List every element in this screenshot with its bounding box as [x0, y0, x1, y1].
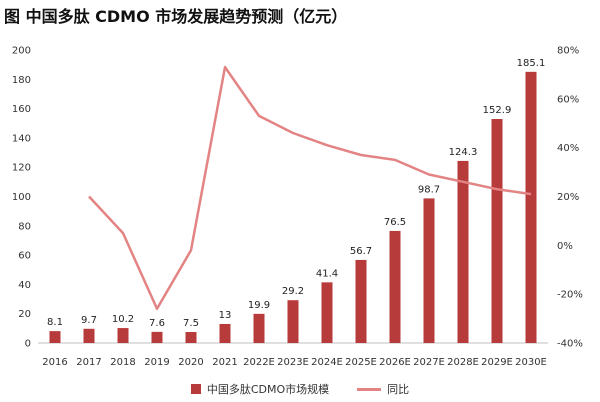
left-tick-label: 20 [18, 309, 31, 320]
right-tick-label: -20% [557, 290, 583, 301]
left-tick-label: 180 [12, 75, 31, 86]
bar-value-label: 56.7 [350, 246, 372, 257]
right-tick-label: 80% [557, 46, 579, 57]
bar-value-label: 185.1 [517, 58, 546, 69]
bar [151, 331, 163, 343]
x-tick-label: 2021 [212, 357, 237, 368]
left-tick-label: 160 [12, 104, 31, 115]
right-tick-label: -40% [557, 339, 583, 350]
bar-value-label: 13 [219, 310, 232, 321]
bar [117, 328, 129, 343]
left-tick-label: 200 [12, 46, 31, 57]
left-axis: 0 20 40 60 80 100 120 140 160 180 200 [12, 46, 31, 350]
x-tick-label: 2018 [110, 357, 135, 368]
right-tick-label: 20% [557, 192, 579, 203]
x-tick-label: 2030E [515, 357, 547, 368]
bar [321, 282, 333, 343]
x-tick-label: 2022E [243, 357, 275, 368]
bar [423, 198, 435, 343]
x-tick-label: 2026E [379, 357, 411, 368]
x-tick-label: 2025E [345, 357, 377, 368]
bar-value-label: 7.5 [183, 318, 199, 329]
bar [49, 331, 61, 343]
x-tick-label: 2029E [481, 357, 513, 368]
bars [49, 71, 537, 344]
bar [253, 313, 265, 343]
x-tick-label: 2023E [277, 357, 309, 368]
legend: 中国多肽CDMO市场规模 同比 [0, 380, 600, 398]
x-tick-label: 2028E [447, 357, 479, 368]
bar [355, 259, 367, 343]
legend-label-bar: 中国多肽CDMO市场规模 [206, 383, 330, 396]
x-tick-label: 2020 [178, 357, 203, 368]
legend-item-line: 同比 [357, 381, 409, 397]
bar-value-label: 9.7 [81, 315, 97, 326]
line-series [88, 65, 532, 311]
left-tick-label: 40 [18, 280, 31, 291]
bar [491, 119, 503, 344]
right-tick-label: 0% [557, 241, 573, 252]
bar-value-label: 152.9 [483, 105, 512, 116]
bar-value-label: 7.6 [149, 318, 165, 329]
bar-value-label: 8.1 [47, 317, 63, 328]
bar-value-label: 76.5 [384, 217, 406, 228]
bar-value-label: 10.2 [112, 314, 134, 325]
left-tick-label: 140 [12, 133, 31, 144]
legend-label-line: 同比 [387, 383, 410, 396]
left-tick-label: 100 [12, 192, 31, 203]
bar [83, 328, 95, 343]
left-tick-label: 80 [18, 221, 31, 232]
x-tick-label: 2024E [311, 357, 343, 368]
x-tick-label: 2017 [76, 357, 101, 368]
yoy-line [88, 65, 532, 311]
left-tick-label: 120 [12, 163, 31, 174]
bar [389, 230, 401, 343]
chart-title: 图 中国多肽 CDMO 市场发展趋势预测（亿元） [4, 7, 348, 26]
right-tick-label: 60% [557, 94, 579, 105]
x-tick-label: 2019 [144, 357, 169, 368]
bar [457, 160, 469, 343]
bar [185, 332, 197, 343]
bar-value-label: 19.9 [248, 300, 270, 311]
data-labels: 8.1 9.7 10.2 7.6 7.5 13 19.9 29.2 41.4 56.7 76.5 98… [47, 58, 545, 329]
legend-swatch-bar [190, 384, 201, 394]
left-tick-label: 60 [18, 251, 31, 262]
legend-swatch-line [357, 387, 382, 391]
legend-item-bar: 中国多肽CDMO市场规模 [190, 381, 330, 397]
x-tick-label: 2027E [413, 357, 445, 368]
bar-value-label: 29.2 [282, 286, 304, 297]
bar-value-label: 41.4 [316, 268, 338, 279]
bar [525, 71, 537, 344]
bar [287, 300, 299, 343]
bar [219, 323, 231, 343]
right-axis: -40% -20% 0% 20% 40% 60% 80% [557, 46, 583, 350]
left-tick-label: 0 [25, 339, 31, 350]
bar-value-label: 124.3 [449, 147, 478, 158]
right-tick-label: 40% [557, 143, 579, 154]
x-tick-label: 2016 [42, 357, 67, 368]
bar-value-label: 98.7 [418, 184, 440, 195]
x-ticks: 2016 2017 2018 2019 2020 2021 2022E 2023E 2024E 2… [42, 357, 547, 368]
